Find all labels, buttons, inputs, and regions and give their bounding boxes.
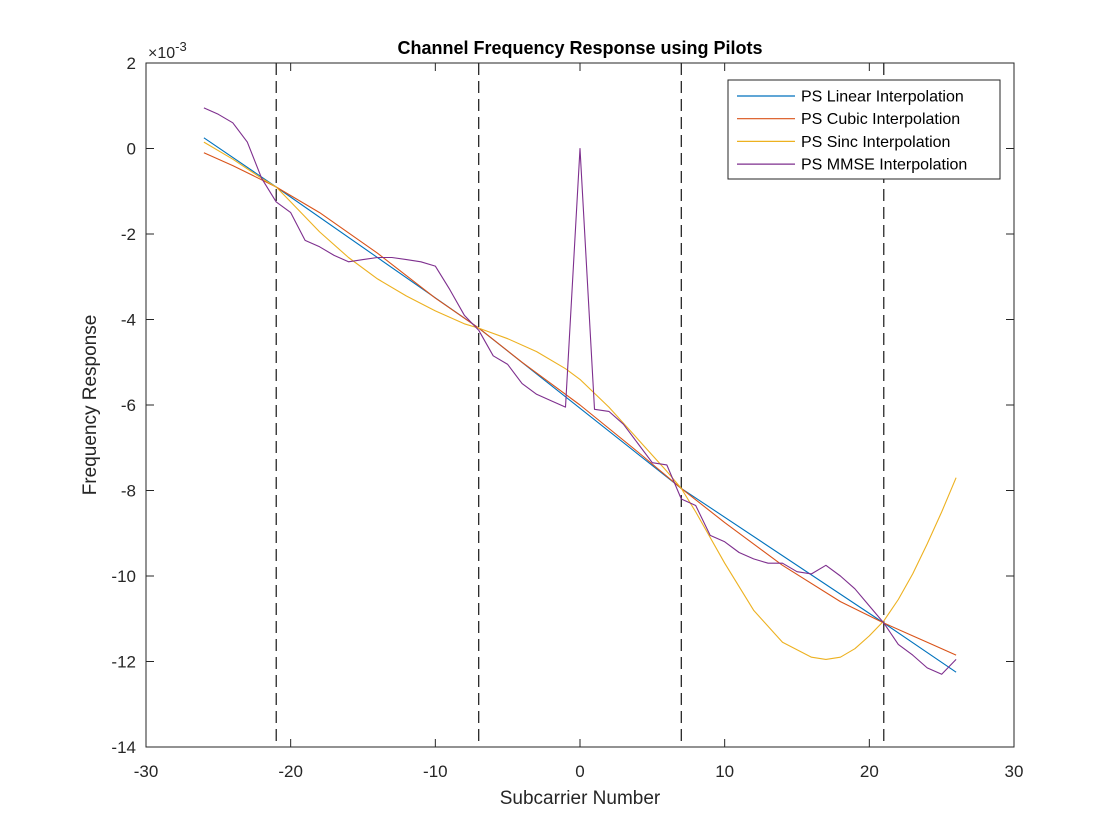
y-exponent-base: ×10	[148, 45, 175, 62]
legend: PS Linear Interpolation PS Cubic Interpol…	[727, 79, 1001, 180]
legend-label: PS Linear Interpolation	[801, 89, 964, 106]
legend-label: PS Cubic Interpolation	[801, 111, 960, 128]
x-tick-label: -10	[423, 762, 448, 781]
y-tick-label: -10	[111, 567, 136, 586]
legend-label: PS MMSE Interpolation	[801, 157, 967, 174]
x-tick-label: 0	[575, 762, 584, 781]
y-tick-label: 2	[127, 54, 136, 73]
series-line-3	[203, 141, 957, 660]
series-lines	[203, 107, 957, 675]
legend-label: PS Sinc Interpolation	[801, 134, 950, 151]
y-tick-label: -14	[111, 738, 136, 757]
y-exponent-label: ×10-3	[148, 39, 187, 62]
y-exponent-power: -3	[175, 39, 187, 54]
y-tick-label: -4	[121, 311, 136, 330]
x-tick-label: -20	[278, 762, 303, 781]
series-line-2	[203, 152, 957, 656]
y-tick-label: -8	[121, 482, 136, 501]
chart-title: Channel Frequency Response using Pilots	[397, 38, 762, 58]
x-tick-label: 30	[1005, 762, 1024, 781]
y-tick-label: -6	[121, 396, 136, 415]
y-tick-label: -2	[121, 225, 136, 244]
x-axis: -30 -20 -10 0 10 20 30	[134, 63, 1024, 781]
y-tick-label: 0	[127, 140, 136, 159]
series-line-4	[203, 107, 957, 675]
series-line-1	[203, 137, 957, 673]
x-tick-label: 10	[715, 762, 734, 781]
x-tick-label: -30	[134, 762, 159, 781]
x-tick-label: 20	[860, 762, 879, 781]
y-axis: -14 -12 -10 -8 -6 -4 -2 0 2	[111, 54, 1014, 757]
y-tick-label: -12	[111, 653, 136, 672]
x-axis-label: Subcarrier Number	[500, 788, 661, 809]
y-axis-label: Frequency Response	[80, 315, 101, 496]
